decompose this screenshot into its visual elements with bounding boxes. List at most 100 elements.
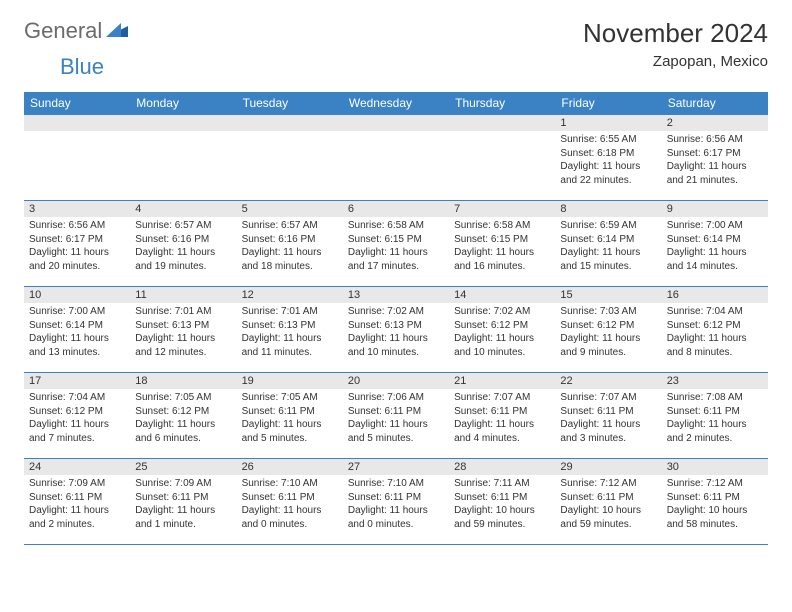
calendar-cell: 21Sunrise: 7:07 AMSunset: 6:11 PMDayligh… — [449, 373, 555, 459]
day-details: Sunrise: 7:05 AMSunset: 6:12 PMDaylight:… — [130, 389, 236, 449]
logo-mark-icon — [106, 21, 128, 42]
day-number: 23 — [662, 373, 768, 389]
logo: General — [24, 18, 130, 44]
day-details: Sunrise: 7:03 AMSunset: 6:12 PMDaylight:… — [555, 303, 661, 363]
day-details: Sunrise: 6:58 AMSunset: 6:15 PMDaylight:… — [449, 217, 555, 277]
calendar-cell: 24Sunrise: 7:09 AMSunset: 6:11 PMDayligh… — [24, 459, 130, 545]
calendar-row: 17Sunrise: 7:04 AMSunset: 6:12 PMDayligh… — [24, 373, 768, 459]
day-number: 10 — [24, 287, 130, 303]
day-details: Sunrise: 7:12 AMSunset: 6:11 PMDaylight:… — [555, 475, 661, 535]
calendar-cell: 9Sunrise: 7:00 AMSunset: 6:14 PMDaylight… — [662, 201, 768, 287]
calendar-cell — [130, 115, 236, 201]
calendar-cell: 23Sunrise: 7:08 AMSunset: 6:11 PMDayligh… — [662, 373, 768, 459]
location-label: Zapopan, Mexico — [583, 53, 768, 70]
weekday-tuesday: Tuesday — [237, 92, 343, 115]
weekday-saturday: Saturday — [662, 92, 768, 115]
weekday-wednesday: Wednesday — [343, 92, 449, 115]
calendar-cell: 1Sunrise: 6:55 AMSunset: 6:18 PMDaylight… — [555, 115, 661, 201]
day-number: 12 — [237, 287, 343, 303]
calendar-cell: 17Sunrise: 7:04 AMSunset: 6:12 PMDayligh… — [24, 373, 130, 459]
day-number: 2 — [662, 115, 768, 131]
day-number: 4 — [130, 201, 236, 217]
day-number: 15 — [555, 287, 661, 303]
day-number — [130, 115, 236, 131]
calendar-cell: 27Sunrise: 7:10 AMSunset: 6:11 PMDayligh… — [343, 459, 449, 545]
calendar-cell: 13Sunrise: 7:02 AMSunset: 6:13 PMDayligh… — [343, 287, 449, 373]
day-details: Sunrise: 7:07 AMSunset: 6:11 PMDaylight:… — [449, 389, 555, 449]
weekday-monday: Monday — [130, 92, 236, 115]
day-number: 18 — [130, 373, 236, 389]
calendar-row: 24Sunrise: 7:09 AMSunset: 6:11 PMDayligh… — [24, 459, 768, 545]
calendar-row: 10Sunrise: 7:00 AMSunset: 6:14 PMDayligh… — [24, 287, 768, 373]
day-number: 20 — [343, 373, 449, 389]
calendar-cell: 3Sunrise: 6:56 AMSunset: 6:17 PMDaylight… — [24, 201, 130, 287]
calendar-cell: 8Sunrise: 6:59 AMSunset: 6:14 PMDaylight… — [555, 201, 661, 287]
day-details: Sunrise: 7:11 AMSunset: 6:11 PMDaylight:… — [449, 475, 555, 535]
weekday-header-row: Sunday Monday Tuesday Wednesday Thursday… — [24, 92, 768, 115]
day-details: Sunrise: 7:12 AMSunset: 6:11 PMDaylight:… — [662, 475, 768, 535]
calendar-cell: 18Sunrise: 7:05 AMSunset: 6:12 PMDayligh… — [130, 373, 236, 459]
day-details: Sunrise: 6:59 AMSunset: 6:14 PMDaylight:… — [555, 217, 661, 277]
calendar-cell: 10Sunrise: 7:00 AMSunset: 6:14 PMDayligh… — [24, 287, 130, 373]
day-number: 7 — [449, 201, 555, 217]
day-number: 13 — [343, 287, 449, 303]
day-number: 17 — [24, 373, 130, 389]
day-number: 14 — [449, 287, 555, 303]
day-number: 26 — [237, 459, 343, 475]
logo-text-blue: Blue — [60, 54, 104, 79]
logo-text-general: General — [24, 18, 102, 44]
calendar-cell — [237, 115, 343, 201]
day-details: Sunrise: 7:02 AMSunset: 6:12 PMDaylight:… — [449, 303, 555, 363]
page-title: November 2024 — [583, 18, 768, 49]
calendar-cell: 11Sunrise: 7:01 AMSunset: 6:13 PMDayligh… — [130, 287, 236, 373]
calendar-body: 1Sunrise: 6:55 AMSunset: 6:18 PMDaylight… — [24, 115, 768, 545]
calendar-table: Sunday Monday Tuesday Wednesday Thursday… — [24, 92, 768, 545]
day-details: Sunrise: 6:57 AMSunset: 6:16 PMDaylight:… — [130, 217, 236, 277]
day-details: Sunrise: 7:10 AMSunset: 6:11 PMDaylight:… — [237, 475, 343, 535]
day-number: 16 — [662, 287, 768, 303]
calendar-cell: 5Sunrise: 6:57 AMSunset: 6:16 PMDaylight… — [237, 201, 343, 287]
day-number: 6 — [343, 201, 449, 217]
title-block: November 2024 Zapopan, Mexico — [583, 18, 768, 70]
day-details: Sunrise: 7:01 AMSunset: 6:13 PMDaylight:… — [237, 303, 343, 363]
day-number — [24, 115, 130, 131]
day-number: 9 — [662, 201, 768, 217]
calendar-row: 3Sunrise: 6:56 AMSunset: 6:17 PMDaylight… — [24, 201, 768, 287]
day-details: Sunrise: 6:55 AMSunset: 6:18 PMDaylight:… — [555, 131, 661, 191]
day-number: 5 — [237, 201, 343, 217]
day-number: 21 — [449, 373, 555, 389]
calendar-cell: 6Sunrise: 6:58 AMSunset: 6:15 PMDaylight… — [343, 201, 449, 287]
day-details: Sunrise: 7:09 AMSunset: 6:11 PMDaylight:… — [130, 475, 236, 535]
day-number — [449, 115, 555, 131]
day-number: 8 — [555, 201, 661, 217]
day-details: Sunrise: 6:58 AMSunset: 6:15 PMDaylight:… — [343, 217, 449, 277]
calendar-cell: 12Sunrise: 7:01 AMSunset: 6:13 PMDayligh… — [237, 287, 343, 373]
day-details: Sunrise: 7:07 AMSunset: 6:11 PMDaylight:… — [555, 389, 661, 449]
calendar-cell: 29Sunrise: 7:12 AMSunset: 6:11 PMDayligh… — [555, 459, 661, 545]
day-number: 1 — [555, 115, 661, 131]
day-details: Sunrise: 7:00 AMSunset: 6:14 PMDaylight:… — [662, 217, 768, 277]
calendar-cell: 2Sunrise: 6:56 AMSunset: 6:17 PMDaylight… — [662, 115, 768, 201]
day-number: 19 — [237, 373, 343, 389]
calendar-cell: 26Sunrise: 7:10 AMSunset: 6:11 PMDayligh… — [237, 459, 343, 545]
calendar-cell: 19Sunrise: 7:05 AMSunset: 6:11 PMDayligh… — [237, 373, 343, 459]
day-number: 30 — [662, 459, 768, 475]
day-details: Sunrise: 7:05 AMSunset: 6:11 PMDaylight:… — [237, 389, 343, 449]
day-number: 25 — [130, 459, 236, 475]
day-number — [237, 115, 343, 131]
day-number — [343, 115, 449, 131]
calendar-cell: 16Sunrise: 7:04 AMSunset: 6:12 PMDayligh… — [662, 287, 768, 373]
calendar-cell: 4Sunrise: 6:57 AMSunset: 6:16 PMDaylight… — [130, 201, 236, 287]
calendar-cell: 25Sunrise: 7:09 AMSunset: 6:11 PMDayligh… — [130, 459, 236, 545]
day-details: Sunrise: 7:08 AMSunset: 6:11 PMDaylight:… — [662, 389, 768, 449]
day-details: Sunrise: 6:56 AMSunset: 6:17 PMDaylight:… — [24, 217, 130, 277]
calendar-cell: 20Sunrise: 7:06 AMSunset: 6:11 PMDayligh… — [343, 373, 449, 459]
day-details: Sunrise: 7:01 AMSunset: 6:13 PMDaylight:… — [130, 303, 236, 363]
day-details: Sunrise: 7:00 AMSunset: 6:14 PMDaylight:… — [24, 303, 130, 363]
day-number: 28 — [449, 459, 555, 475]
calendar-cell: 30Sunrise: 7:12 AMSunset: 6:11 PMDayligh… — [662, 459, 768, 545]
day-number: 24 — [24, 459, 130, 475]
calendar-cell — [449, 115, 555, 201]
calendar-cell — [24, 115, 130, 201]
day-details: Sunrise: 6:57 AMSunset: 6:16 PMDaylight:… — [237, 217, 343, 277]
